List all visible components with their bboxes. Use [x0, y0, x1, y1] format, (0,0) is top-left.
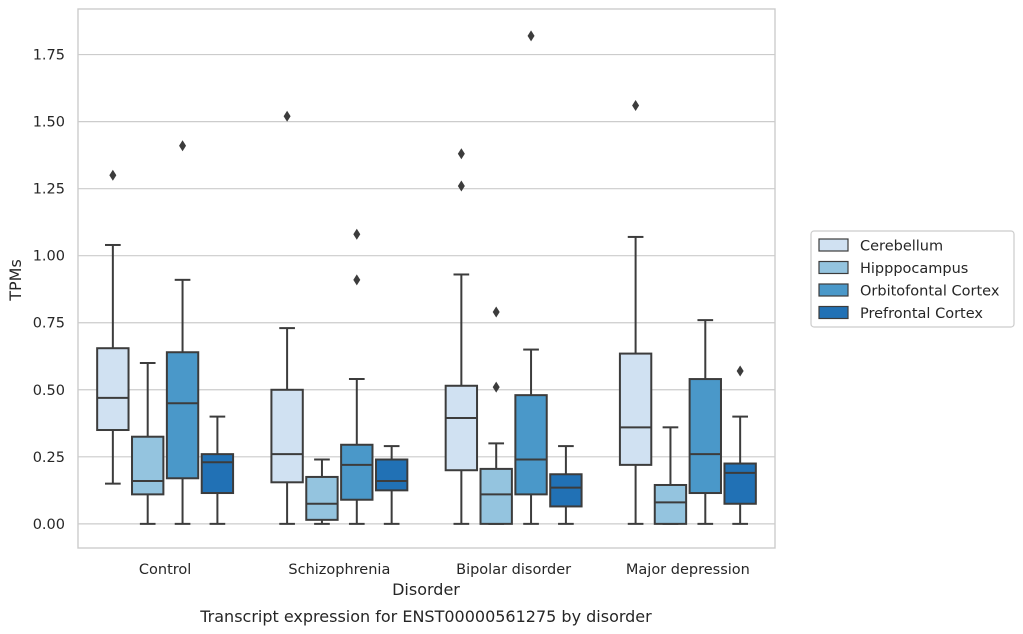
outlier-point	[492, 381, 500, 393]
box-plot-marks	[96, 30, 757, 525]
x-axis-label: Disorder	[392, 580, 460, 599]
legend-label: Orbitofontal Cortex	[860, 284, 1000, 300]
plot-border	[77, 8, 776, 549]
y-tick-label: 0.00	[33, 517, 65, 533]
legend-label: Hipppocampus	[860, 261, 968, 277]
box-0-1	[131, 361, 165, 525]
iqr-box	[165, 351, 200, 480]
box-0-0	[96, 169, 130, 485]
outlier-point	[353, 274, 361, 286]
outlier-point	[457, 148, 465, 160]
iqr-box	[374, 458, 409, 492]
legend-label: Cerebellum	[860, 239, 943, 255]
legend: Cerebellum Hipppocampus Orbitofontal Corte…	[810, 230, 1015, 328]
chart-caption: Transcript expression for ENST0000056127…	[199, 607, 652, 626]
box-1-3	[374, 445, 409, 525]
legend-swatch	[818, 260, 849, 275]
iqr-box	[200, 453, 235, 495]
iqr-box	[96, 347, 130, 432]
box-1-0	[270, 110, 304, 525]
outlier-point	[109, 169, 117, 181]
y-axis-ticks: 0.00 0.25 0.50 0.75 1.00 1.25 1.50 1.75	[33, 48, 65, 533]
outlier-point	[736, 365, 744, 377]
iqr-box	[479, 467, 513, 525]
box-2-1	[479, 306, 513, 525]
y-tick-label: 0.25	[33, 450, 65, 466]
y-tick-label: 1.00	[33, 249, 65, 265]
legend-frame	[810, 230, 1015, 328]
outlier-point	[457, 180, 465, 192]
iqr-box	[723, 462, 757, 505]
outlier-point	[632, 100, 640, 112]
iqr-box	[131, 435, 165, 496]
outlier-point	[179, 140, 187, 152]
outlier-point	[527, 30, 535, 42]
y-tick-label: 0.75	[33, 316, 65, 332]
legend-swatch	[818, 238, 849, 252]
box-2-2	[514, 30, 548, 525]
x-tick-label: Bipolar disorder	[456, 562, 571, 578]
iqr-box	[688, 378, 722, 495]
box-1-1	[305, 458, 339, 525]
x-tick-label: Control	[139, 562, 191, 578]
outlier-point	[492, 306, 500, 318]
x-axis-ticks: Control Schizophrenia Bipolar disorder Majo…	[139, 562, 750, 578]
box-3-1	[653, 426, 688, 525]
iqr-box	[653, 483, 688, 525]
x-tick-label: Major depression	[626, 562, 750, 578]
iqr-box	[305, 475, 339, 521]
legend-swatch	[818, 283, 849, 297]
outlier-point	[283, 110, 291, 122]
legend-label: Prefrontal Cortex	[860, 306, 983, 322]
y-tick-label: 1.25	[33, 182, 65, 198]
iqr-box	[270, 388, 304, 484]
y-tick-label: 0.50	[33, 383, 65, 399]
legend-swatch	[818, 305, 849, 320]
iqr-box	[618, 352, 653, 466]
iqr-box	[549, 473, 583, 508]
x-tick-label: Schizophrenia	[288, 562, 390, 578]
plot-frame	[77, 8, 776, 549]
iqr-box	[514, 394, 548, 496]
box-3-2	[688, 319, 722, 525]
y-tick-label: 1.75	[33, 48, 65, 64]
box-0-2	[165, 140, 200, 525]
outlier-point	[353, 228, 361, 240]
box-3-0	[618, 100, 653, 525]
box-1-2	[340, 228, 374, 525]
box-2-0	[444, 148, 479, 525]
box-2-3	[549, 445, 583, 525]
iqr-box	[340, 443, 374, 501]
iqr-box	[444, 384, 479, 472]
box-3-3	[723, 365, 757, 525]
y-tick-label: 1.50	[33, 115, 65, 131]
y-axis-label: TPMs	[6, 259, 25, 302]
box-0-3	[200, 415, 235, 525]
